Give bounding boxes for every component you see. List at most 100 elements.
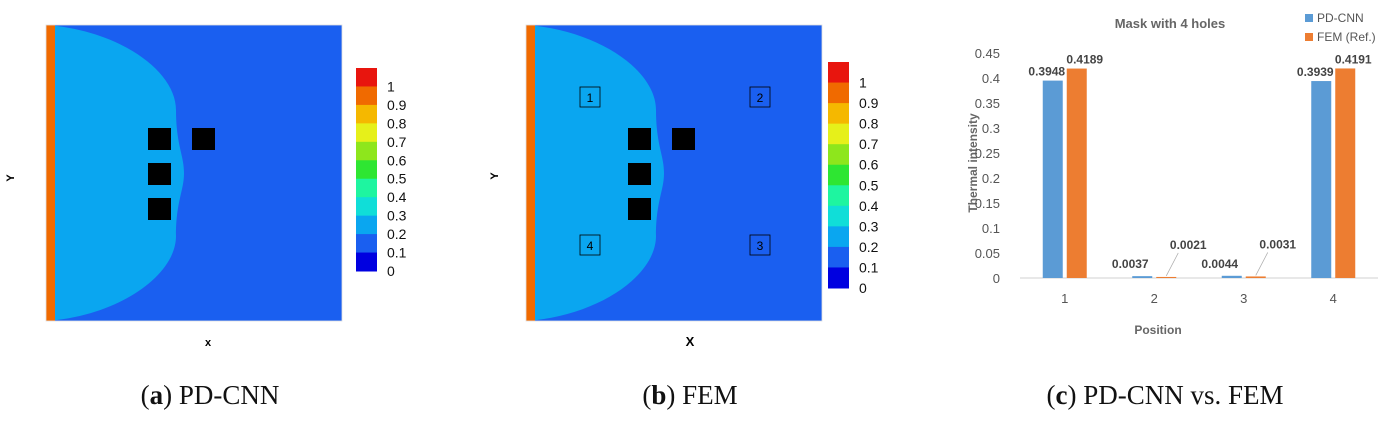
contour-plot: [525, 24, 823, 322]
colorbar-tick-label: 0.9: [387, 97, 407, 113]
colorbar-swatch: [356, 197, 377, 217]
y-tick-label: 0: [993, 271, 1000, 286]
data-label: 0.4189: [1066, 53, 1103, 67]
colorbar-tick-label: 0.4: [859, 198, 879, 214]
hole-square: [148, 128, 171, 150]
contour-plot: [45, 24, 343, 322]
colorbar-swatch: [828, 82, 849, 104]
caption-c: (c) PD-CNN vs. FEM: [1046, 380, 1284, 410]
contour-band: [526, 25, 535, 321]
x-tick-label: 2: [1151, 291, 1158, 306]
colorbar-swatch: [828, 62, 849, 84]
x-axis-label: x: [205, 337, 212, 349]
hole-label: 3: [757, 239, 764, 253]
bar: [1311, 81, 1332, 278]
x-tick-label: 3: [1240, 291, 1247, 306]
hole-square: [148, 163, 171, 185]
colorbar-swatch: [356, 234, 377, 254]
colorbar-tick-label: 0.8: [859, 116, 879, 132]
data-label: 0.0044: [1201, 257, 1238, 271]
colorbar-tick-label: 0.7: [859, 136, 879, 152]
chart-title: Mask with 4 holes: [1115, 16, 1226, 31]
hole-label: 2: [757, 91, 764, 105]
contour-band: [46, 25, 184, 321]
hole-label-box: [749, 86, 771, 108]
colorbar-swatch: [828, 164, 849, 186]
y-axis-label: Y: [5, 174, 17, 182]
hole-square: [672, 128, 695, 150]
x-tick-label: 1: [1061, 291, 1068, 306]
y-tick-label: 0.4: [982, 71, 1000, 86]
colorbar-swatch: [356, 160, 377, 180]
y-tick-label: 0.25: [975, 146, 1000, 161]
bar: [1042, 80, 1063, 278]
colorbar-tick-label: 0: [387, 263, 395, 279]
colorbar-swatch: [356, 123, 377, 143]
colorbar-swatch: [356, 178, 377, 198]
bars: [1042, 68, 1356, 278]
x-axis-label: X: [686, 334, 695, 349]
hole-markers: [628, 128, 695, 220]
bar: [1245, 276, 1266, 278]
colorbar: 1 0.9 0.8 0.7 0.6 0.5 0.4 0.3 0.2 0.1 0: [828, 62, 879, 296]
x-axis: 1 2 3 4: [1020, 277, 1378, 306]
legend-swatch: [1305, 33, 1313, 41]
data-label: 0.3939: [1297, 65, 1334, 79]
y-tick-label: 0.3: [982, 121, 1000, 136]
colorbar-tick-label: 0.1: [859, 259, 879, 275]
y-tick-label: 0.2: [982, 171, 1000, 186]
bar: [1335, 68, 1356, 278]
colorbar-tick-label: 0.8: [387, 115, 407, 131]
colorbar-tick-label: 0.2: [859, 239, 879, 255]
plot-border: [45, 24, 343, 322]
hole-label-box: [579, 86, 601, 108]
leader-line: [1165, 252, 1179, 277]
colorbar-swatch: [828, 185, 849, 207]
hole-square: [148, 198, 171, 220]
colorbar-tick-label: 0.6: [387, 152, 407, 168]
caption-a: (a) PD-CNN: [140, 380, 280, 410]
colorbar-tick-label: 0.6: [859, 157, 879, 173]
colorbar-tick-label: 0.7: [387, 134, 407, 150]
legend-label: PD-CNN: [1317, 11, 1364, 25]
colorbar-swatch: [356, 104, 377, 124]
data-label: 0.0021: [1170, 238, 1207, 252]
contour-band: [46, 25, 55, 321]
plot-border: [525, 24, 823, 322]
bar: [1221, 275, 1242, 278]
x-tick-label: 4: [1330, 291, 1337, 306]
colorbar-swatch: [828, 267, 849, 289]
hole-label: 1: [587, 91, 594, 105]
y-axis-title: Thermal intensity: [966, 113, 980, 213]
legend-swatch: [1305, 14, 1313, 22]
data-label: 0.4191: [1335, 52, 1372, 66]
colorbar-tick-label: 0.5: [387, 171, 407, 187]
y-tick-label: 0.15: [975, 196, 1000, 211]
chart-legend: PD-CNN FEM (Ref.): [1305, 11, 1376, 44]
bar: [1156, 276, 1177, 278]
bar: [1132, 276, 1153, 278]
colorbar-swatch: [828, 205, 849, 227]
colorbar-swatch: [828, 226, 849, 248]
colorbar-tick-label: 0.3: [859, 218, 879, 234]
colorbar-swatch: [356, 68, 377, 87]
leader-line: [1255, 252, 1269, 276]
colorbar-tick-label: 0.9: [859, 95, 879, 111]
hole-square: [628, 128, 651, 150]
colorbar-swatch: [356, 215, 377, 235]
colorbar-swatch: [828, 246, 849, 268]
legend-label: FEM (Ref.): [1317, 30, 1376, 44]
y-tick-label: 0.35: [975, 96, 1000, 111]
hole-square: [628, 198, 651, 220]
bar: [1066, 68, 1087, 278]
colorbar-tick-label: 1: [859, 75, 867, 91]
hole-label-boxes: 1 2 3 4: [579, 86, 771, 256]
colorbar-tick-label: 0.4: [387, 189, 407, 205]
y-axis-label: Y: [489, 172, 501, 180]
x-axis-title: Position: [1134, 323, 1181, 337]
colorbar-swatch: [828, 144, 849, 166]
colorbar-swatch: [828, 103, 849, 125]
colorbar-tick-label: 0.5: [859, 177, 879, 193]
y-tick-label: 0.05: [975, 246, 1000, 261]
colorbar-tick-label: 0.1: [387, 245, 407, 261]
